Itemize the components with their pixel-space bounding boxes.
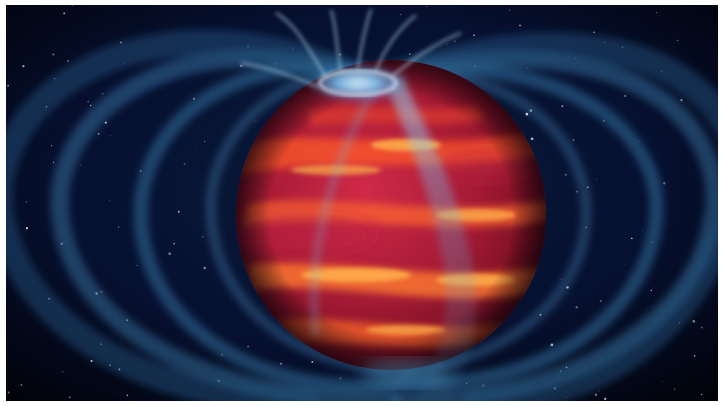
star	[400, 13, 402, 16]
star	[642, 229, 643, 231]
brown-dwarf-illustration	[6, 5, 718, 401]
star	[90, 359, 93, 363]
star	[109, 200, 111, 201]
star	[676, 39, 679, 42]
star	[97, 132, 100, 135]
star	[25, 201, 28, 203]
star	[52, 161, 55, 164]
polar-beam	[310, 75, 476, 401]
star	[599, 299, 602, 302]
star	[7, 84, 10, 87]
star	[52, 53, 55, 56]
star	[255, 120, 257, 122]
star	[454, 40, 456, 42]
star	[631, 237, 633, 240]
star	[102, 92, 104, 95]
star	[603, 397, 607, 401]
star	[550, 343, 554, 347]
star	[530, 137, 534, 141]
star	[701, 393, 703, 396]
star	[572, 139, 575, 141]
star	[22, 65, 25, 68]
star	[63, 12, 66, 15]
star	[692, 319, 696, 323]
star	[51, 145, 53, 147]
aurora-ring	[240, 8, 462, 103]
star	[168, 252, 171, 255]
star	[110, 134, 112, 136]
star	[136, 264, 138, 266]
star	[596, 178, 597, 180]
star	[624, 263, 625, 265]
star	[183, 163, 186, 166]
star	[62, 371, 64, 373]
star	[593, 31, 595, 33]
star	[409, 53, 411, 55]
star	[693, 355, 696, 357]
star	[446, 44, 448, 45]
star	[594, 393, 598, 396]
star	[7, 391, 10, 394]
magnetic-field-lines	[6, 29, 718, 401]
star	[247, 345, 250, 348]
star	[655, 11, 658, 14]
star	[173, 243, 175, 245]
star	[71, 5, 74, 6]
star	[177, 210, 180, 213]
star	[700, 326, 703, 329]
star	[196, 146, 198, 148]
star	[67, 60, 69, 62]
star	[663, 181, 666, 185]
star	[525, 112, 529, 116]
star	[126, 394, 129, 397]
star	[575, 306, 578, 309]
star	[426, 5, 428, 7]
star	[674, 388, 676, 390]
star	[519, 24, 521, 27]
south-pole-glow	[361, 359, 451, 387]
star	[662, 380, 664, 382]
star	[560, 278, 562, 280]
star	[104, 121, 107, 124]
star	[202, 236, 204, 238]
star	[89, 104, 92, 107]
star	[87, 100, 89, 103]
star	[279, 362, 283, 365]
star	[204, 141, 206, 143]
star	[20, 384, 23, 386]
star	[650, 289, 653, 292]
star	[561, 105, 564, 108]
star	[623, 94, 627, 98]
star	[508, 9, 511, 11]
star	[564, 173, 567, 176]
star	[80, 164, 82, 166]
star	[203, 266, 207, 270]
star	[576, 190, 578, 193]
star	[25, 227, 28, 230]
star	[311, 360, 314, 363]
star	[598, 390, 600, 392]
artwork-frame	[6, 5, 718, 401]
star	[68, 396, 71, 399]
star	[117, 226, 120, 228]
star	[680, 99, 683, 102]
star	[473, 34, 475, 37]
